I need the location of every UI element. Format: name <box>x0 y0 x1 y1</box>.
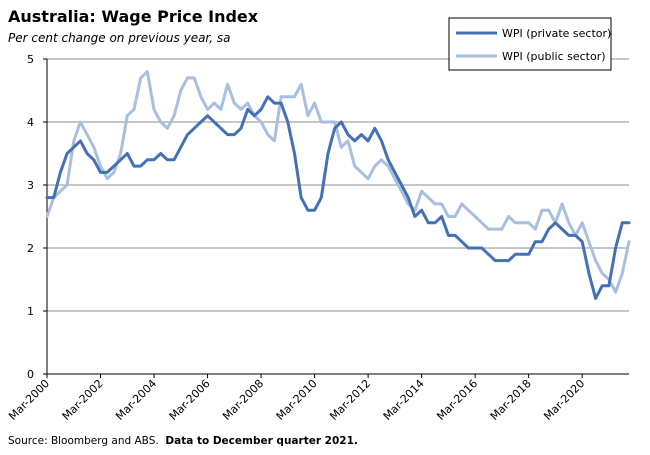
y-tick-label-2: 2 <box>27 242 34 255</box>
x-tick-label-Mar-2020: Mar-2020 <box>541 377 587 423</box>
gridlines <box>47 58 629 312</box>
y-tick-label-0: 0 <box>27 368 34 381</box>
x-tick-label-Mar-2004: Mar-2004 <box>113 377 159 423</box>
x-tick-label-Mar-2006: Mar-2006 <box>167 377 213 423</box>
x-tick-label-Mar-2016: Mar-2016 <box>434 377 480 423</box>
legend-label-private: WPI (private sector) <box>502 27 611 40</box>
series-lines <box>45 70 631 300</box>
series-line-private <box>45 95 631 300</box>
legend-label-public: WPI (public sector) <box>502 50 606 63</box>
y-tick-label-5: 5 <box>27 53 34 66</box>
source-note: Source: Bloomberg and ABS. Data to Decem… <box>8 435 358 447</box>
x-tick-label-Mar-2002: Mar-2002 <box>60 377 106 423</box>
x-tick-label-Mar-2008: Mar-2008 <box>220 377 266 423</box>
y-tick-label-4: 4 <box>27 116 34 129</box>
chart-title: Australia: Wage Price Index <box>8 7 259 26</box>
y-tick-label-3: 3 <box>27 179 34 192</box>
x-tick-label-Mar-2018: Mar-2018 <box>488 377 534 423</box>
x-tick-label-Mar-2000: Mar-2000 <box>6 377 52 423</box>
y-tick-label-1: 1 <box>27 305 34 318</box>
x-tick-label-Mar-2012: Mar-2012 <box>327 377 373 423</box>
series-line-public <box>45 70 631 294</box>
legend: WPI (private sector) WPI (public sector) <box>448 17 612 71</box>
x-tick-label-Mar-2014: Mar-2014 <box>381 377 427 423</box>
legend-box <box>448 17 612 71</box>
data-note: Data to December quarter 2021. <box>165 435 358 447</box>
x-tick-label-Mar-2010: Mar-2010 <box>274 377 320 423</box>
source-text: Source: Bloomberg and ABS. <box>8 435 159 447</box>
chart-subtitle: Per cent change on previous year, sa <box>8 31 231 45</box>
